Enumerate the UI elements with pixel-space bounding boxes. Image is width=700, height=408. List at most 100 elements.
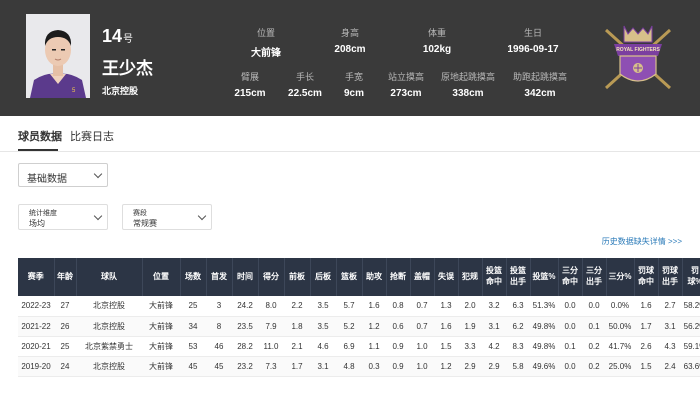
table-cell: 50.0% — [606, 316, 634, 337]
table-cell: 北京控股 — [76, 296, 142, 317]
table-cell: 53 — [180, 336, 206, 357]
select-value: 常规赛 — [133, 219, 157, 228]
table-cell: 8 — [206, 316, 232, 337]
data-type-value: 基础数据 — [27, 174, 67, 185]
table-cell: 0.0 — [558, 296, 582, 317]
player-name: 王少杰 — [102, 59, 153, 78]
column-header: 投篮出手 — [506, 258, 531, 296]
table-cell: 3 — [206, 296, 232, 317]
table-cell: 2.6 — [634, 336, 658, 357]
attr-value: 208cm — [334, 44, 366, 55]
attr-value: 1996-09-17 — [507, 44, 559, 55]
table-cell: 34 — [180, 316, 206, 337]
history-missing-link[interactable]: 历史数据缺失详情 >>> — [601, 237, 682, 246]
attr-standing-reach: 站立摸高 273cm — [366, 70, 446, 99]
table-cell: 1.8 — [284, 316, 310, 337]
table-cell: 0.1 — [582, 316, 606, 337]
attr-wingspan: 臂展 215cm — [210, 70, 290, 99]
column-header: 罚球出手 — [658, 258, 683, 296]
column-header: 罚球命中 — [634, 258, 659, 296]
table-cell: 北京控股 — [76, 316, 142, 337]
stats-table-body: 2022-23 27 北京控股 大前锋 25 3 24.2 8.0 2.2 3.5 5.7 1.6 0.… — [18, 296, 700, 377]
player-photo: 5 — [26, 14, 90, 98]
stats-table: 赛季 年龄 球队 位置 场数 首发 时间 得分 前板 后板 篮板 助攻 抢断 盖帽 失误 犯规 投篮命中 投篮出手… — [18, 258, 700, 377]
table-cell: 0.0 — [582, 296, 606, 317]
table-cell: 1.2 — [362, 316, 386, 337]
column-header: 篮板 — [336, 258, 363, 296]
attr-value: 215cm — [234, 88, 266, 99]
table-cell: 24.2 — [232, 296, 258, 317]
attr-value: 大前锋 — [251, 48, 281, 59]
table-cell: 56.2% — [682, 316, 700, 337]
attr-hand-length: 手长 22.5cm — [265, 70, 345, 99]
player-team: 北京控股 — [102, 86, 139, 96]
column-header: 三分出手 — [582, 258, 607, 296]
table-cell: 2.7 — [658, 296, 682, 317]
tab-player-stats[interactable]: 球员数据 — [18, 131, 62, 143]
tab-bar: 球员数据 比赛日志 — [0, 116, 700, 152]
table-cell: 1.6 — [634, 296, 658, 317]
table-cell: 49.8% — [530, 336, 558, 357]
attr-label: 生日 — [523, 28, 542, 38]
attr-value: 273cm — [390, 88, 422, 99]
table-cell: 1.3 — [434, 296, 458, 317]
table-cell: 1.6 — [434, 316, 458, 337]
active-tab-indicator — [18, 149, 58, 151]
table-cell: 11.0 — [258, 336, 284, 357]
table-cell: 1.7 — [284, 356, 310, 377]
table-cell: 0.1 — [558, 336, 582, 357]
table-cell: 3.5 — [310, 316, 336, 337]
column-header: 抢断 — [386, 258, 411, 296]
table-cell: 8.3 — [506, 336, 530, 357]
column-header: 投篮命中 — [482, 258, 507, 296]
header-row: 赛季 年龄 球队 位置 场数 首发 时间 得分 前板 后板 篮板 助攻 抢断 盖帽 失误 犯规 投篮命中 投篮出手… — [18, 258, 700, 296]
table-cell: 49.6% — [530, 356, 558, 377]
column-header: 投篮% — [530, 258, 559, 296]
table-row: 2020-21 25 北京紫禁勇士 大前锋 53 46 28.2 11.0 2.1 4.6 6.9 1… — [18, 336, 700, 357]
table-cell: 1.5 — [634, 356, 658, 377]
table-cell: 0.3 — [362, 356, 386, 377]
table-cell: 6.3 — [506, 296, 530, 317]
stat-dimension-select[interactable]: 统计维度 场均 — [18, 204, 108, 230]
column-header: 三分% — [606, 258, 635, 296]
table-cell: 8.0 — [258, 296, 284, 317]
column-header: 场数 — [180, 258, 207, 296]
attr-birthday: 生日 1996-09-17 — [493, 26, 573, 55]
column-header: 年龄 — [54, 258, 77, 296]
table-cell: 5.8 — [506, 356, 530, 377]
table-cell: 25 — [180, 296, 206, 317]
column-header: 三分命中 — [558, 258, 583, 296]
table-cell: 27 — [54, 296, 76, 317]
column-header: 失误 — [434, 258, 459, 296]
table-row: 2021-22 26 北京控股 大前锋 34 8 23.5 7.9 1.8 3.5 5.2 1.2 0.… — [18, 316, 700, 337]
chevron-down-icon — [197, 211, 207, 221]
table-cell: 23.5 — [232, 316, 258, 337]
table-cell: 1.9 — [458, 316, 482, 337]
table-cell: 2022-23 — [18, 296, 54, 317]
chevron-down-icon — [93, 211, 103, 221]
attr-value: 102kg — [422, 44, 452, 55]
table-cell: 28.2 — [232, 336, 258, 357]
table-cell: 0.7 — [410, 296, 434, 317]
table-cell: 45 — [180, 356, 206, 377]
table-cell: 23.2 — [232, 356, 258, 377]
table-row: 2022-23 27 北京控股 大前锋 25 3 24.2 8.0 2.2 3.5 5.7 1.6 0.… — [18, 296, 700, 317]
table-cell: 63.6% — [682, 356, 700, 377]
table-cell: 24 — [54, 356, 76, 377]
logo-text: ROYAL FIGHTERS — [616, 47, 660, 53]
column-header: 罚球% — [682, 258, 700, 296]
column-header: 球队 — [76, 258, 143, 296]
table-cell: 大前锋 — [142, 316, 180, 337]
table-cell: 3.1 — [658, 316, 682, 337]
table-cell: 0.2 — [582, 336, 606, 357]
table-cell: 58.2% — [682, 296, 700, 317]
tab-game-log[interactable]: 比赛日志 — [70, 131, 114, 143]
data-type-select[interactable]: 基础数据 — [18, 163, 108, 187]
table-cell: 45 — [206, 356, 232, 377]
table-cell: 2.0 — [458, 296, 482, 317]
table-cell: 6.2 — [506, 316, 530, 337]
table-cell: 51.3% — [530, 296, 558, 317]
column-header: 首发 — [206, 258, 233, 296]
season-type-select[interactable]: 赛段 常规赛 — [122, 204, 212, 230]
attr-label: 体重 — [427, 28, 446, 38]
